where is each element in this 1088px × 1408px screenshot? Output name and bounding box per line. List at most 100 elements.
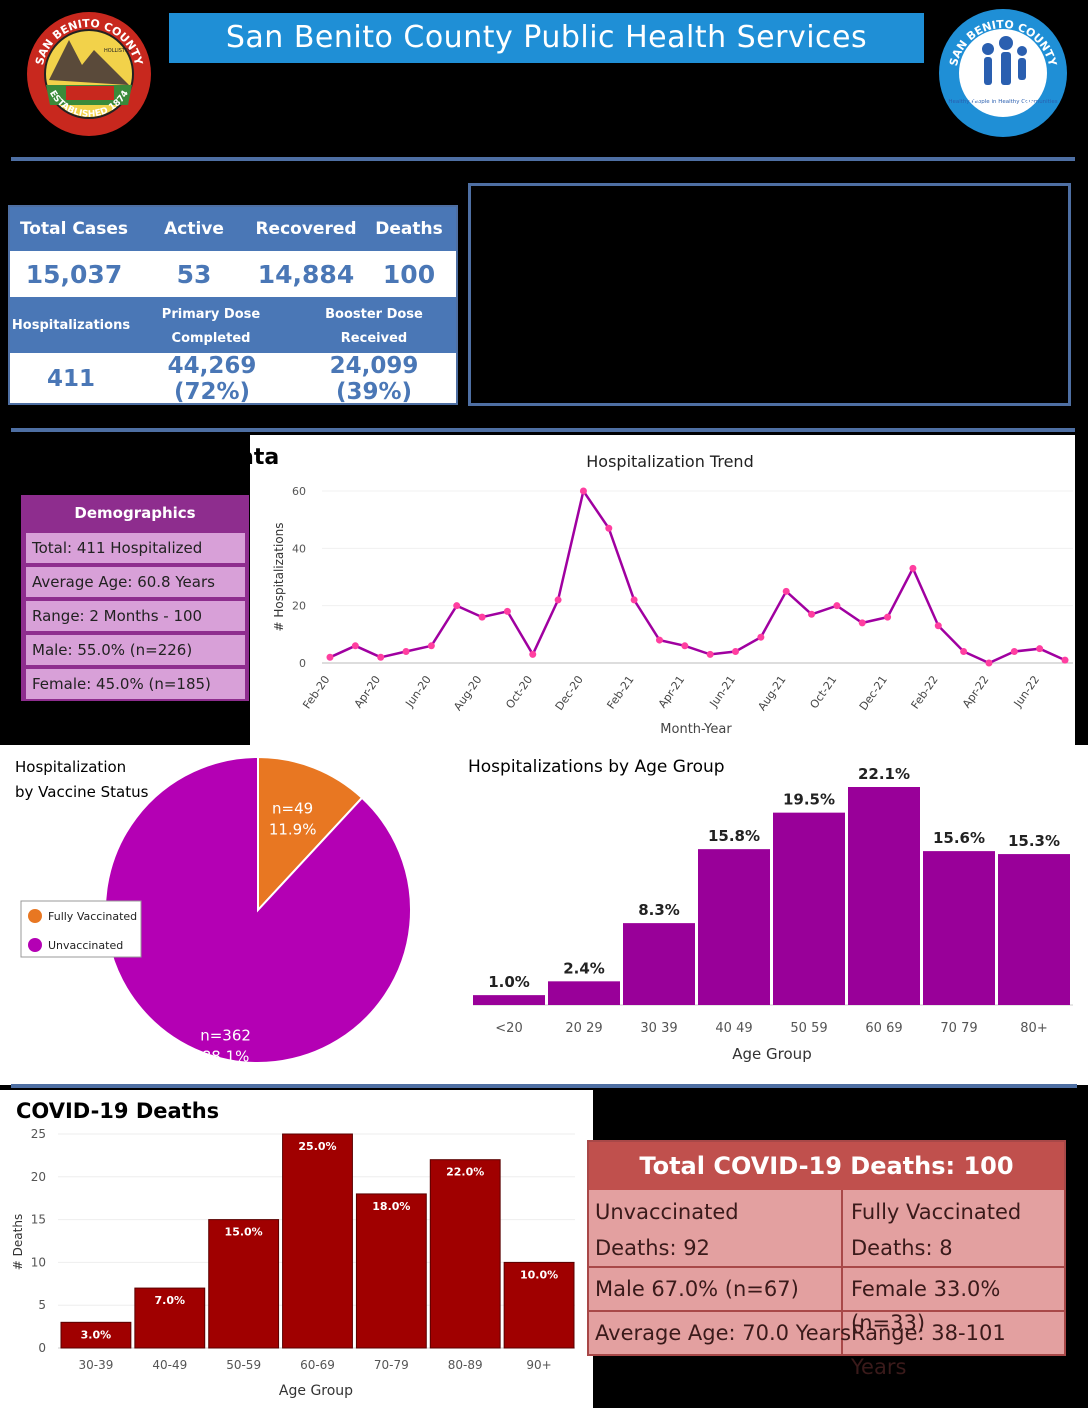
- age-x-tick: 60 69: [865, 1021, 902, 1036]
- trend-point: [858, 619, 866, 627]
- trend-x-tick: Dec-20: [553, 673, 586, 713]
- age-group-bar-chart: Hospitalizations by Age Group 1.0% <20 2.4%…: [468, 757, 1073, 1063]
- age-bar: [473, 995, 545, 1005]
- age-x-tick: 20 29: [565, 1021, 602, 1036]
- trend-point: [1061, 656, 1069, 664]
- age-bar-label: 8.3%: [638, 901, 680, 919]
- trend-x-tick: Jun-22: [1011, 673, 1042, 710]
- deaths-x-tick: 90+: [526, 1358, 551, 1372]
- deaths-bar: [60, 1321, 132, 1349]
- trend-point: [554, 596, 562, 604]
- trend-point: [757, 633, 765, 641]
- primary-dose-label: Primary Dose Completed: [132, 303, 290, 351]
- age-bar-label: 15.6%: [933, 829, 985, 847]
- deaths-x-tick: 30-39: [78, 1358, 113, 1372]
- trend-x-tick: Oct-21: [807, 673, 839, 711]
- deaths-summary-table: Total COVID-19 Deaths: 100 Unvaccinated …: [587, 1140, 1066, 1379]
- trend-point: [377, 653, 385, 661]
- deaths-y-axis-label: # Deaths: [11, 1214, 25, 1270]
- total-cases-value: 15,037: [10, 253, 138, 295]
- demographics-row: Total: 411 Hospitalized: [26, 533, 245, 563]
- age-bar: [698, 849, 770, 1005]
- deaths-table-vdivider: [841, 1190, 843, 1354]
- trend-x-tick: Aug-21: [755, 673, 788, 713]
- trend-point: [782, 587, 790, 595]
- deaths-bar-label: 10.0%: [520, 1268, 558, 1281]
- trend-point: [529, 650, 537, 658]
- trend-x-tick: Oct-20: [503, 673, 535, 711]
- trend-point: [655, 636, 663, 644]
- deaths-label: Deaths: [362, 209, 456, 249]
- active-label: Active: [138, 209, 250, 249]
- trend-point: [630, 596, 638, 604]
- summary-table: Total Cases Active Recovered Deaths 15,0…: [8, 205, 458, 405]
- trend-x-tick: Apr-21: [656, 673, 687, 710]
- hospitalization-trend-chart: Hospitalization Trend 0 20 40 60 # Hospitaliz…: [272, 452, 1073, 737]
- trend-x-tick: Dec-21: [857, 673, 890, 713]
- age-x-tick: 70 79: [940, 1021, 977, 1036]
- trend-point: [351, 642, 359, 650]
- deaths-x-tick: 60-69: [300, 1358, 335, 1372]
- booster-dose-label: Booster Dose Received: [292, 303, 456, 351]
- deaths-x-axis-label: Age Group: [279, 1383, 353, 1399]
- deaths-bar-label: 25.0%: [298, 1140, 336, 1153]
- section-partial-title: ata: [239, 445, 280, 470]
- trend-point: [960, 648, 968, 656]
- pie-percent-label: 88.1%: [202, 1048, 250, 1066]
- phs-inner-text: Healthy People in Healthy Communities: [948, 99, 1057, 105]
- trend-panel: Hospitalization Trend 0 20 40 60 # Hospitaliz…: [250, 435, 1075, 745]
- hospitalizations-label: Hospitalizations: [10, 297, 132, 353]
- demographics-title: Demographics: [74, 504, 196, 522]
- trend-point: [1010, 648, 1018, 656]
- deaths-bar-label: 3.0%: [81, 1328, 112, 1341]
- age-bar: [848, 787, 920, 1005]
- trend-x-axis-label: Month-Year: [660, 722, 732, 737]
- age-bar-label: 1.0%: [488, 973, 530, 991]
- deaths-divider: [11, 1084, 1077, 1088]
- trend-point: [833, 602, 841, 610]
- lower-panel: Hospitalization by Vaccine Status n=49 11…: [0, 745, 1088, 1085]
- page-title: San Benito County Public Health Services: [169, 13, 924, 63]
- deaths-bar: [503, 1261, 575, 1349]
- pie-legend-label: Fully Vaccinated: [48, 910, 137, 923]
- deaths-y-tick: 20: [31, 1170, 46, 1184]
- male-deaths: Male 67.0% (n=67): [595, 1277, 799, 1301]
- recovered-label: Recovered: [250, 209, 362, 249]
- age-x-tick: 30 39: [640, 1021, 677, 1036]
- vaccine-status-pie-chart: n=49 11.9% n=362 88.1% Fully Vaccinated Unvac…: [20, 755, 412, 1066]
- deaths-y-tick: 10: [31, 1255, 46, 1269]
- trend-x-tick: Jun-20: [402, 673, 433, 710]
- header-divider: [11, 157, 1075, 161]
- trend-point: [884, 613, 892, 621]
- pie-count-label: n=362: [200, 1027, 251, 1045]
- trend-point: [605, 524, 613, 532]
- pie-legend-label: Unvaccinated: [48, 939, 123, 952]
- trend-title: Hospitalization Trend: [586, 452, 753, 471]
- age-bar-label: 2.4%: [563, 959, 605, 977]
- age-bar: [773, 812, 845, 1005]
- phs-logo: Healthy People in Healthy Communities SA…: [933, 0, 1070, 139]
- trend-x-tick: Feb-21: [604, 673, 636, 711]
- trend-point: [934, 622, 942, 630]
- female-deaths: Female 33.0% (n=33): [851, 1277, 1001, 1335]
- deaths-bar-label: 18.0%: [372, 1200, 410, 1213]
- age-bar: [623, 923, 695, 1005]
- hospitalizations-value: 411: [10, 355, 132, 403]
- deaths-bar-label: 7.0%: [155, 1294, 186, 1307]
- age-range: Range: 38-101 Years: [851, 1321, 1006, 1379]
- age-x-tick: <20: [495, 1021, 522, 1036]
- trend-point: [706, 650, 714, 658]
- trend-y-tick: 20: [292, 600, 306, 613]
- average-age: Average Age: 70.0 Years: [595, 1321, 852, 1345]
- deaths-bar: [355, 1193, 427, 1349]
- pie-slice: [257, 755, 364, 913]
- primary-dose-value: 44,269 (72%): [132, 353, 292, 405]
- pie-title: Hospitalization by Vaccine Status: [15, 758, 149, 801]
- age-bar: [923, 851, 995, 1005]
- trend-point: [326, 653, 334, 661]
- trend-point: [985, 659, 993, 667]
- trend-point: [808, 610, 816, 618]
- deaths-value: 100: [362, 253, 456, 295]
- trend-y-tick: 0: [299, 657, 306, 670]
- trend-point: [503, 607, 511, 615]
